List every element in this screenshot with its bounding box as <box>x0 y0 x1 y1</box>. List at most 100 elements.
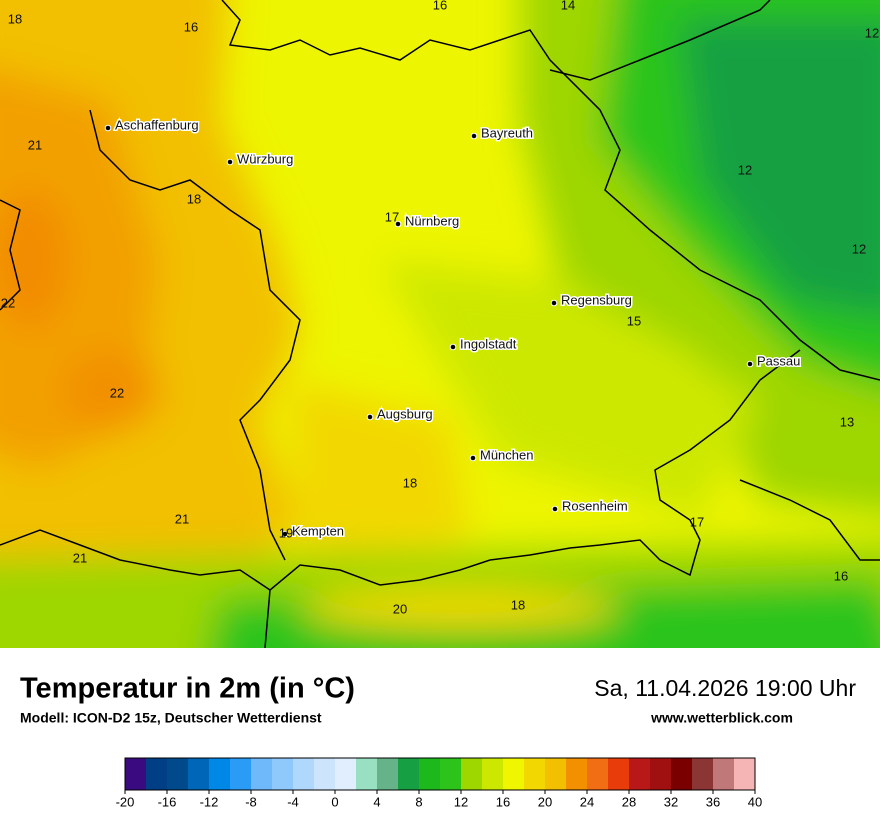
temperature-label: 18 <box>403 475 417 490</box>
city-label: Würzburg <box>237 151 293 166</box>
temperature-label: 22 <box>110 385 124 400</box>
model: Modell: ICON-D2 15z, Deutscher Wetterdie… <box>20 710 322 726</box>
city-dot <box>469 454 477 462</box>
colorbar-cell <box>314 758 336 790</box>
colorbar-frame <box>124 757 756 791</box>
colorbar: -20 -16 -12 -8 -4 0 4 8 12 16 20 24 28 32 36 40 <box>116 757 762 809</box>
city-dot <box>104 124 112 132</box>
title: Temperatur in 2m (in °C) <box>20 673 355 705</box>
colorbar-cell <box>503 758 525 790</box>
colorbar-cell <box>440 758 462 790</box>
temperature-label: 13 <box>840 414 854 429</box>
colorbar-cell <box>188 758 210 790</box>
temperature-label: 14 <box>561 0 575 12</box>
city-dot <box>281 530 289 538</box>
colorbar-cell <box>272 758 294 790</box>
temperature-label: 12 <box>738 162 752 177</box>
datetime: Sa, 11.04.2026 19:00 Uhr <box>594 675 856 701</box>
colorbar-cell <box>377 758 399 790</box>
colorbar-tick-label: -16 <box>158 794 177 809</box>
temperature-label: 15 <box>627 313 641 328</box>
city-label: Kempten <box>292 523 344 538</box>
temperature-label: 21 <box>175 511 189 526</box>
cities: Aschaffenburg Würzburg Bayreuth Nürnberg Reg… <box>104 116 802 540</box>
colorbar-tick-label: 28 <box>622 794 636 809</box>
temperature-label: 17 <box>385 209 399 224</box>
city-dot <box>366 413 374 421</box>
temperature-label: 17 <box>690 514 704 529</box>
colorbar-cell <box>713 758 735 790</box>
city-dot <box>470 132 478 140</box>
city-label: Aschaffenburg <box>115 117 199 132</box>
website: www.wetterblick.com <box>650 710 793 726</box>
city-label: Nürnberg <box>405 213 459 228</box>
temperature-label: 21 <box>28 137 42 152</box>
map <box>0 0 880 648</box>
city-label: Bayreuth <box>481 125 533 140</box>
city-dot <box>226 158 234 166</box>
colorbar-tick-label: -12 <box>200 794 219 809</box>
colorbar-cell <box>524 758 546 790</box>
city-label: Regensburg <box>561 292 632 307</box>
colorbar-tick-label: 36 <box>706 794 720 809</box>
city-label: München <box>480 447 533 462</box>
city-label: Ingolstadt <box>460 336 517 351</box>
colorbar-cell <box>482 758 504 790</box>
colorbar-cell <box>587 758 609 790</box>
colorbar-cell <box>125 758 147 790</box>
temperature-label: 12 <box>852 241 866 256</box>
temperature-label: 19 <box>279 525 293 540</box>
colorbar-cell <box>419 758 441 790</box>
colorbar-cell <box>167 758 189 790</box>
colorbar-cell <box>629 758 651 790</box>
colorbar-tick-label: -4 <box>287 794 299 809</box>
temperature-label: 18 <box>511 597 525 612</box>
colorbar-tick-label: 12 <box>454 794 468 809</box>
colorbar-tick-label: 20 <box>538 794 552 809</box>
temperature-label: 21 <box>73 550 87 565</box>
colorbar-tick-label: 32 <box>664 794 678 809</box>
colorbar-cell <box>734 758 756 790</box>
colorbar-cell <box>209 758 231 790</box>
colorbar-tick-label: 24 <box>580 794 594 809</box>
colorbar-tick-label: 8 <box>415 794 422 809</box>
colorbar-tick-label: 4 <box>373 794 380 809</box>
colorbar-tick-label: -8 <box>245 794 257 809</box>
city-dot <box>449 343 457 351</box>
colorbar-cell <box>671 758 693 790</box>
colorbar-cell <box>146 758 168 790</box>
colorbar-cell <box>356 758 378 790</box>
city-dot <box>746 360 754 368</box>
colorbar-cell <box>692 758 714 790</box>
temperature-label: 18 <box>8 11 22 26</box>
city-label: Rosenheim <box>562 498 628 513</box>
colorbar-tick-label: 0 <box>331 794 338 809</box>
colorbar-tick-label: 16 <box>496 794 510 809</box>
city-dot <box>551 505 559 513</box>
colorbar-tick-label: -20 <box>116 794 135 809</box>
colorbar-cell <box>650 758 672 790</box>
colorbar-cell <box>566 758 588 790</box>
colorbar-tick-label: 40 <box>748 794 762 809</box>
city-dot <box>394 220 402 228</box>
temperature-label: 12 <box>865 25 879 40</box>
colorbar-cell <box>461 758 483 790</box>
colorbar-cell <box>545 758 567 790</box>
colorbar-cell <box>230 758 252 790</box>
colorbar-cell <box>608 758 630 790</box>
borders <box>0 0 880 648</box>
city-label: Passau <box>757 353 800 368</box>
temperature-label: 16 <box>184 19 198 34</box>
colorbar-cell <box>251 758 273 790</box>
colorbar-cell <box>293 758 315 790</box>
colorbar-cell <box>398 758 420 790</box>
temperature-label: 16 <box>433 0 447 12</box>
city-dot <box>550 299 558 307</box>
temperature-labels: 18 16 16 14 12 21 18 17 12 12 22 15 22 13 18 21 19 17 21 16… <box>1 0 879 616</box>
temperature-label: 22 <box>1 295 15 310</box>
temperature-label: 16 <box>834 568 848 583</box>
temperature-label: 18 <box>187 191 201 206</box>
temperature-label: 20 <box>393 601 407 616</box>
colorbar-cell <box>335 758 357 790</box>
